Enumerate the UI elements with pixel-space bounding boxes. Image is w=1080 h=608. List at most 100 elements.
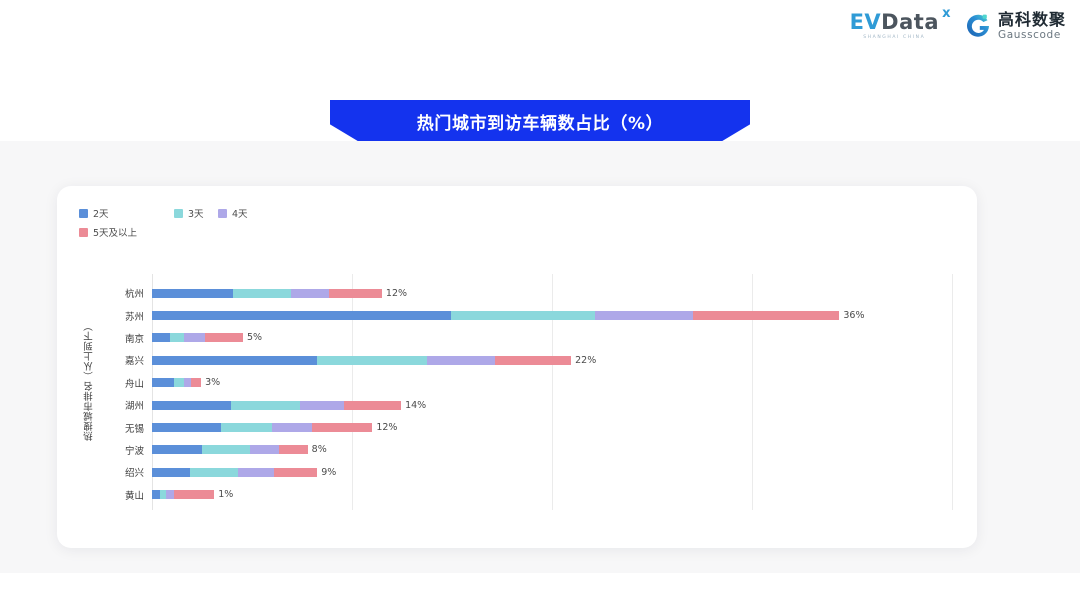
bar-segment-3[interactable] bbox=[278, 445, 308, 455]
bar-value-label: 14% bbox=[405, 399, 427, 411]
stacked-bar[interactable] bbox=[152, 445, 308, 455]
bar-segment-3[interactable] bbox=[204, 333, 243, 343]
evdata-ev-text: EV bbox=[849, 10, 882, 35]
bar-segment-1[interactable] bbox=[231, 400, 301, 410]
bar-segment-1[interactable] bbox=[317, 355, 428, 365]
y-axis-title: 热搜城市排名（从上到下） bbox=[84, 321, 95, 441]
bar-segment-0[interactable] bbox=[152, 355, 318, 365]
stacked-bar[interactable] bbox=[152, 333, 243, 343]
chart-row[interactable]: 杭州 12% bbox=[103, 282, 953, 304]
y-axis-label: 湖州 bbox=[124, 401, 144, 413]
title-ribbon-shape: 热门城市到访车辆数占比（%） bbox=[330, 100, 750, 142]
bar-container: 1% bbox=[152, 484, 953, 506]
bar-segment-2[interactable] bbox=[250, 445, 279, 455]
bar-segment-1[interactable] bbox=[160, 490, 167, 500]
bar-container: 14% bbox=[152, 394, 953, 416]
bar-segment-1[interactable] bbox=[169, 333, 185, 343]
legend-label-1: 3天 bbox=[188, 209, 204, 220]
stacked-bar[interactable] bbox=[152, 467, 318, 477]
stacked-bar[interactable] bbox=[152, 400, 402, 410]
page-title: 热门城市到访车辆数占比（%） bbox=[416, 113, 664, 134]
bar-segment-2[interactable] bbox=[271, 423, 313, 433]
bar-segment-0[interactable] bbox=[152, 400, 232, 410]
stacked-bar[interactable] bbox=[152, 378, 202, 388]
bar-segment-2[interactable] bbox=[595, 311, 694, 321]
bar-segment-1[interactable] bbox=[221, 423, 272, 433]
bar-segment-3[interactable] bbox=[191, 378, 202, 388]
chart-plot-area: 热搜城市排名（从上到下） 杭州 12% 苏州 36% 南京 5% 嘉兴 22% 舟山 3% 湖州 14… bbox=[57, 186, 977, 548]
title-ribbon: 热门城市到访车辆数占比（%） bbox=[330, 100, 750, 142]
legend-swatch-1 bbox=[174, 208, 183, 218]
y-axis-label: 舟山 bbox=[124, 378, 144, 390]
bar-segment-3[interactable] bbox=[329, 288, 382, 298]
evdata-tagline: SHANGHAI CHINA bbox=[863, 35, 926, 41]
bar-segment-2[interactable] bbox=[184, 378, 192, 388]
y-axis-label: 绍兴 bbox=[124, 468, 144, 480]
legend-swatch-2 bbox=[218, 208, 227, 218]
chart-legend: 2天 3天 4天 5天及以上 bbox=[79, 206, 479, 239]
stacked-bar[interactable] bbox=[152, 423, 373, 433]
bar-segment-0[interactable] bbox=[152, 467, 191, 477]
bar-segment-2[interactable] bbox=[166, 490, 174, 500]
gausscode-g-icon bbox=[965, 13, 991, 39]
y-axis-label: 南京 bbox=[124, 333, 144, 345]
chart-row[interactable]: 南京 5% bbox=[103, 327, 953, 349]
gausscode-wordmark: 高科数聚 Gausscode bbox=[998, 12, 1066, 41]
bar-segment-2[interactable] bbox=[290, 288, 330, 298]
bar-value-label: 9% bbox=[321, 466, 337, 478]
stacked-bar[interactable] bbox=[152, 355, 572, 365]
y-axis-label: 无锡 bbox=[124, 423, 144, 435]
bar-segment-3[interactable] bbox=[312, 423, 373, 433]
bar-segment-2[interactable] bbox=[300, 400, 344, 410]
bar-segment-1[interactable] bbox=[190, 467, 239, 477]
legend-swatch-3 bbox=[79, 227, 88, 237]
chart-row[interactable]: 无锡 12% bbox=[103, 416, 953, 438]
bar-segment-3[interactable] bbox=[494, 355, 572, 365]
bar-segment-0[interactable] bbox=[152, 490, 161, 500]
bar-segment-2[interactable] bbox=[184, 333, 205, 343]
chart-row[interactable]: 苏州 36% bbox=[103, 304, 953, 326]
bar-value-label: 3% bbox=[205, 377, 221, 389]
y-axis-label: 黄山 bbox=[124, 490, 144, 502]
bar-segment-3[interactable] bbox=[274, 467, 318, 477]
bar-value-label: 12% bbox=[385, 287, 408, 299]
bar-segment-2[interactable] bbox=[427, 355, 495, 365]
legend-item-3[interactable]: 5天及以上 bbox=[79, 225, 279, 239]
bar-segment-3[interactable] bbox=[343, 400, 402, 410]
y-axis-label: 杭州 bbox=[124, 289, 144, 301]
gausscode-en-text: Gausscode bbox=[997, 29, 1061, 41]
bar-value-label: 12% bbox=[376, 422, 398, 434]
bar-segment-2[interactable] bbox=[238, 467, 275, 477]
bar-value-label: 1% bbox=[218, 489, 234, 501]
chart-row[interactable]: 嘉兴 22% bbox=[103, 349, 953, 371]
bar-segment-1[interactable] bbox=[233, 288, 291, 298]
chart-card: 2天 3天 4天 5天及以上 热搜城市排名（从上到下） 杭州 12% 苏州 36% 南京… bbox=[57, 186, 977, 548]
legend-item-2[interactable]: 4天 bbox=[218, 206, 338, 220]
bar-segment-3[interactable] bbox=[693, 311, 840, 321]
chart-row[interactable]: 黄山 1% bbox=[103, 484, 953, 506]
bar-segment-1[interactable] bbox=[451, 311, 596, 321]
page-header: EVData x SHANGHAI CHINA bbox=[0, 0, 1080, 60]
bar-segment-0[interactable] bbox=[152, 288, 234, 298]
bar-segment-1[interactable] bbox=[202, 445, 251, 455]
bar-segment-0[interactable] bbox=[152, 423, 222, 433]
bar-segment-0[interactable] bbox=[152, 333, 170, 343]
chart-row[interactable]: 舟山 3% bbox=[103, 372, 953, 394]
legend-label-2: 4天 bbox=[232, 209, 248, 220]
stacked-bar[interactable] bbox=[152, 288, 382, 298]
evdata-wordmark: EVData x bbox=[849, 7, 951, 35]
chart-row[interactable]: 湖州 14% bbox=[103, 394, 953, 416]
legend-item-1[interactable]: 3天 bbox=[174, 206, 218, 220]
legend-item-0[interactable]: 2天 bbox=[79, 206, 174, 220]
bar-segment-3[interactable] bbox=[173, 490, 215, 500]
stacked-bar[interactable] bbox=[152, 490, 215, 500]
bar-segment-0[interactable] bbox=[152, 445, 203, 455]
evdata-data-text: Data bbox=[881, 10, 939, 35]
bar-value-label: 5% bbox=[246, 332, 263, 344]
chart-row[interactable]: 宁波 8% bbox=[103, 439, 953, 461]
stacked-bar[interactable] bbox=[152, 311, 840, 321]
chart-row[interactable]: 绍兴 9% bbox=[103, 461, 953, 483]
bar-segment-1[interactable] bbox=[173, 378, 185, 388]
bar-segment-0[interactable] bbox=[152, 378, 174, 388]
bar-segment-0[interactable] bbox=[152, 311, 452, 321]
